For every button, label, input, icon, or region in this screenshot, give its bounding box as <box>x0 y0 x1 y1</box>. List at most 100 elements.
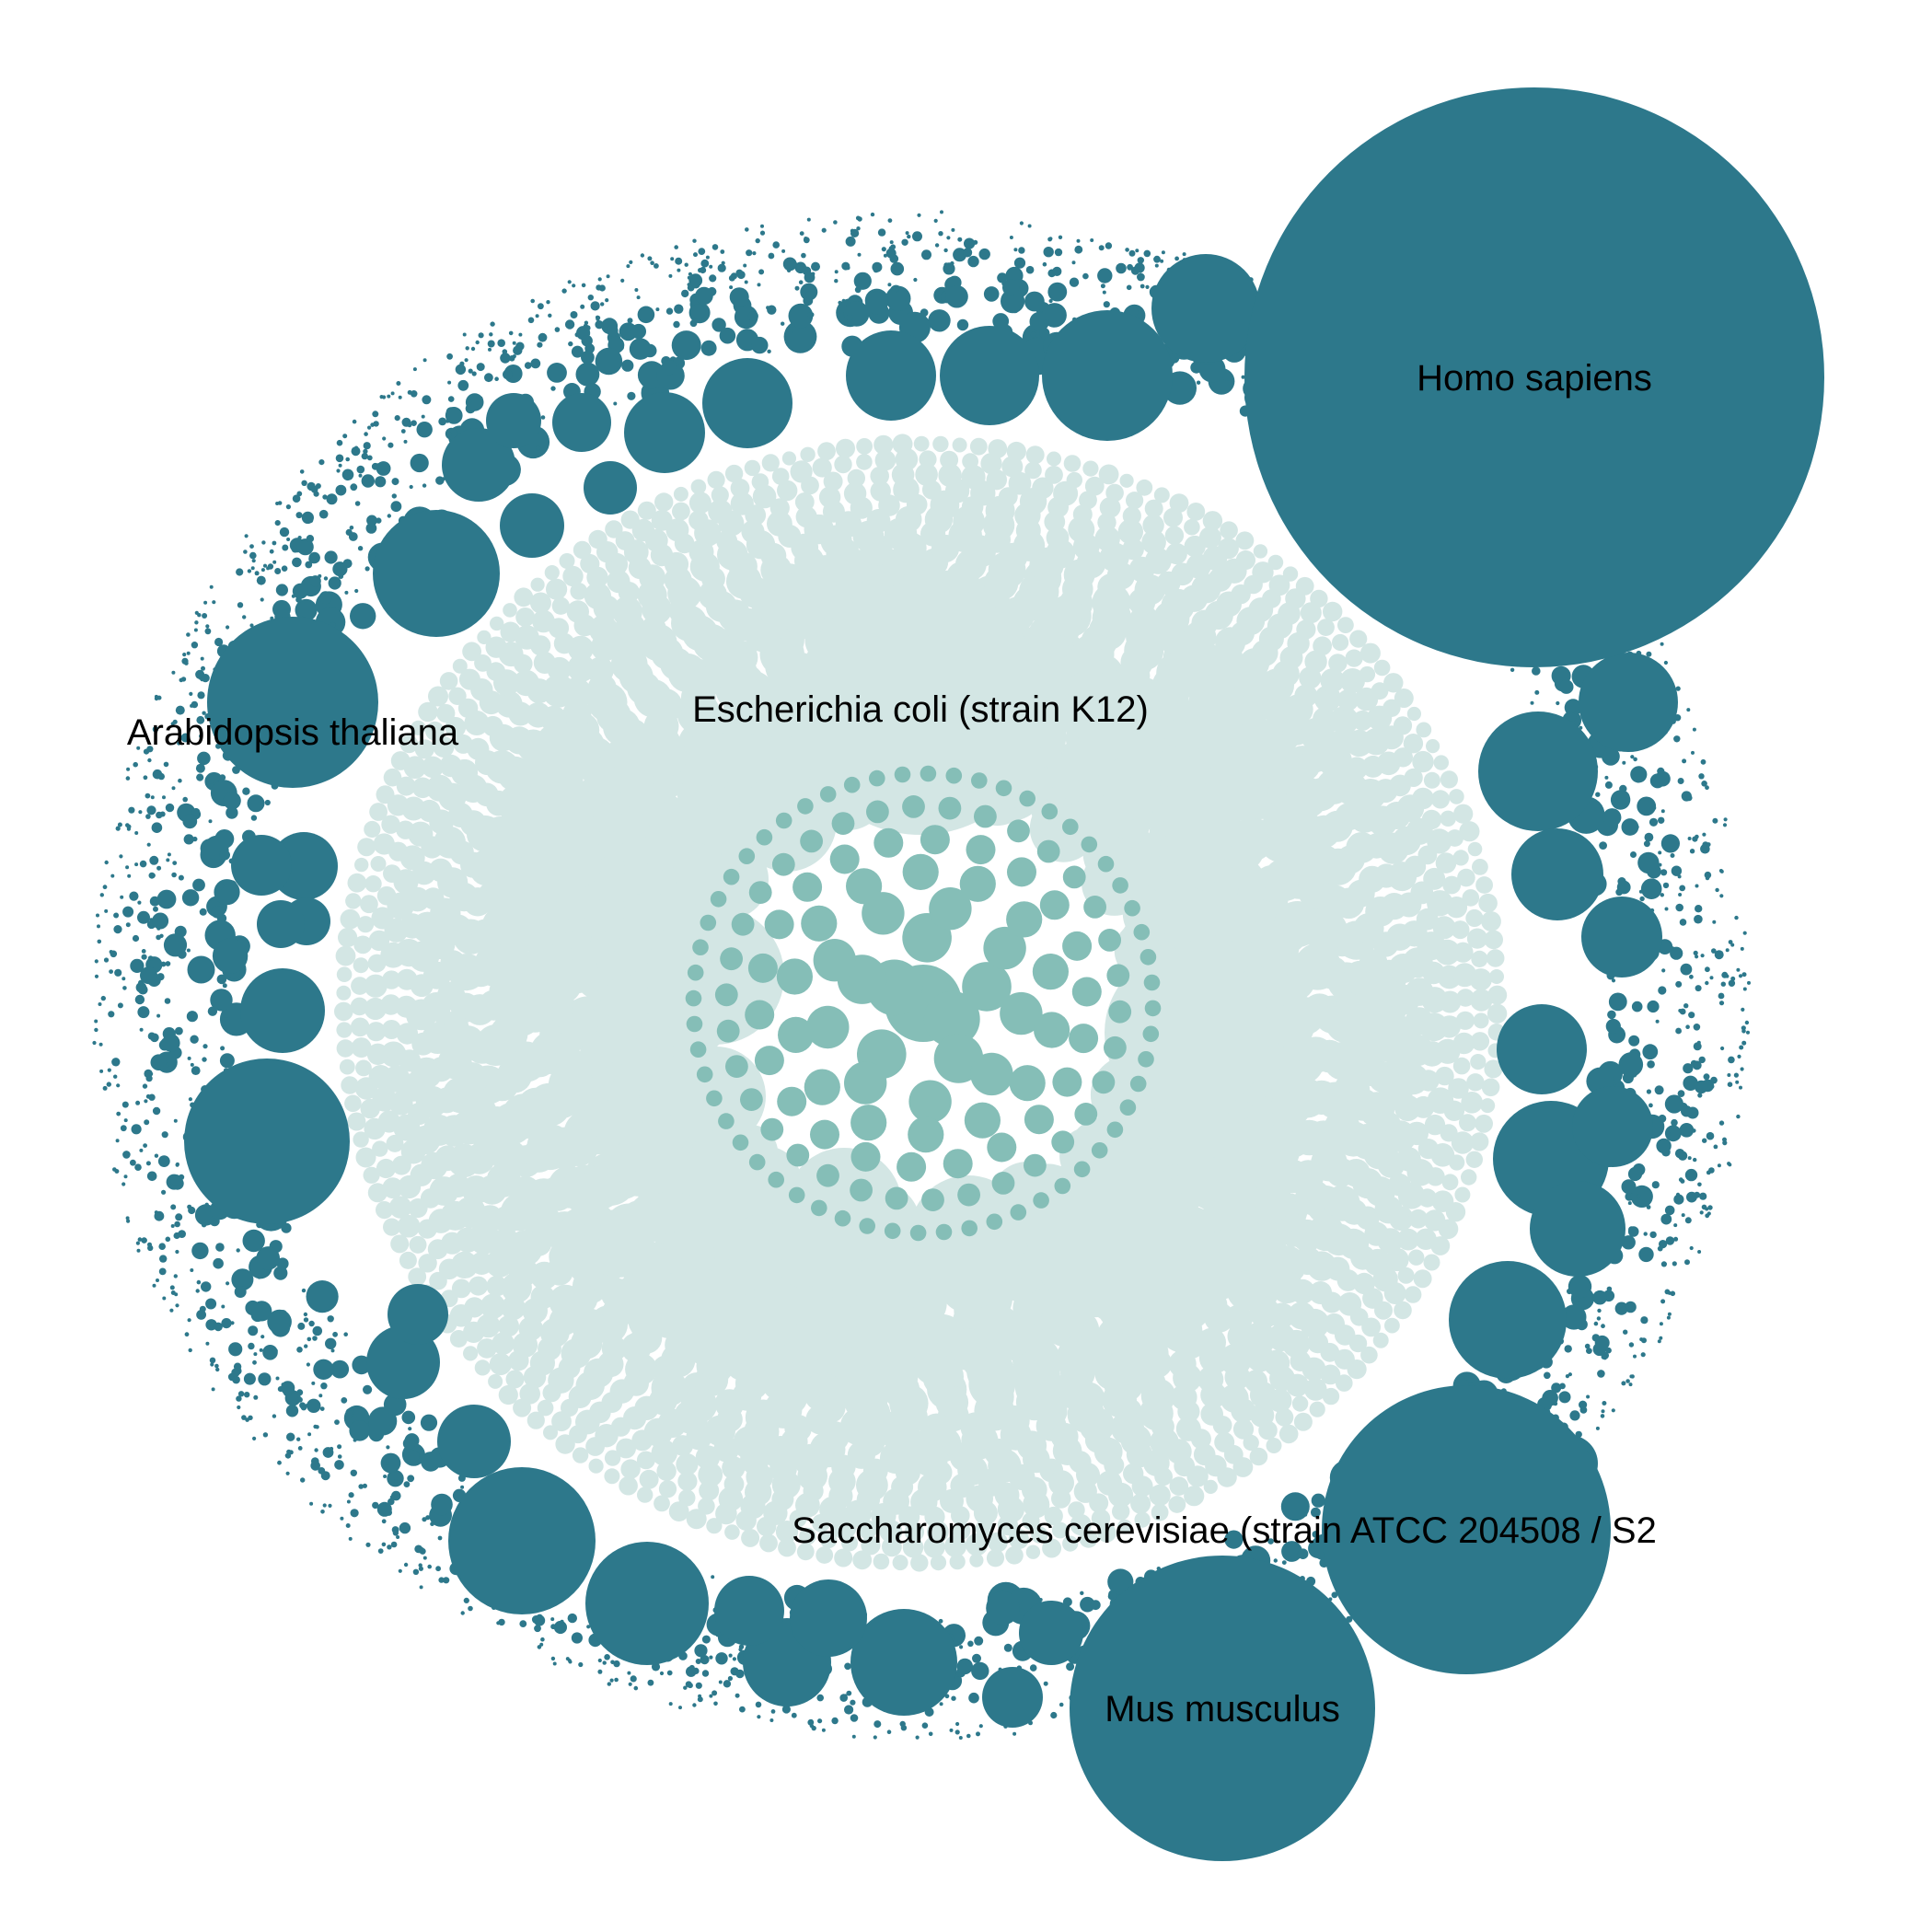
outer-ring-bubble <box>715 1631 722 1637</box>
middle-ring-bubble <box>1408 1209 1429 1229</box>
outer-ring-bubble <box>873 266 879 273</box>
outer-ring-bubble <box>1680 963 1693 976</box>
outer-ring-bubble <box>1710 1076 1718 1084</box>
outer-ring-bubble <box>964 237 976 249</box>
outer-ring-bubble <box>139 860 147 868</box>
outer-ring-bubble <box>181 889 200 907</box>
outer-ring-bubble <box>348 1492 354 1498</box>
outer-ring-bubble <box>1002 279 1020 296</box>
outer-ring-bubble <box>272 1414 277 1418</box>
outer-ring-bubble <box>396 1535 400 1539</box>
bubble-label: Homo sapiens <box>1417 358 1652 399</box>
outer-ring-bubble <box>1579 653 1678 752</box>
outer-ring-bubble <box>972 1653 981 1663</box>
outer-ring-bubble <box>202 1044 208 1049</box>
inner-core-bubble <box>974 804 997 828</box>
outer-ring-bubble <box>609 1678 614 1683</box>
outer-ring-bubble <box>1728 979 1736 988</box>
middle-ring-bubble <box>1393 716 1413 735</box>
outer-ring-bubble <box>1659 1322 1663 1326</box>
outer-ring-bubble <box>213 1257 224 1269</box>
outer-ring-bubble <box>162 795 166 800</box>
outer-ring-bubble <box>846 1690 852 1696</box>
inner-core-bubble <box>685 989 702 1007</box>
outer-ring-bubble <box>804 272 816 283</box>
outer-ring-bubble <box>1050 1711 1058 1719</box>
inner-core-bubble <box>1133 923 1151 941</box>
outer-ring-bubble <box>692 1703 697 1707</box>
middle-ring-bubble <box>1294 684 1318 708</box>
middle-ring-bubble <box>1317 619 1335 636</box>
outer-ring-bubble <box>600 302 605 307</box>
outer-ring-bubble <box>1741 1040 1747 1046</box>
middle-ring-bubble <box>505 1370 525 1389</box>
outer-ring-bubble <box>1675 903 1683 912</box>
inner-core-bubble <box>909 1224 927 1242</box>
outer-ring-bubble <box>145 1075 153 1082</box>
middle-ring-bubble <box>567 654 596 683</box>
outer-ring-bubble <box>1686 708 1691 712</box>
outer-ring-bubble <box>146 1171 157 1182</box>
outer-ring-bubble <box>135 1100 141 1105</box>
outer-ring-bubble <box>149 855 159 865</box>
outer-ring-bubble <box>363 1384 373 1394</box>
outer-ring-bubble <box>251 1301 272 1322</box>
middle-ring-bubble <box>543 1425 558 1440</box>
middle-ring-bubble <box>1329 706 1359 735</box>
outer-ring-bubble <box>1707 1205 1713 1210</box>
middle-ring-bubble <box>752 484 777 509</box>
middle-ring-bubble <box>381 815 400 834</box>
outer-ring-bubble <box>103 957 110 963</box>
outer-ring-bubble <box>1097 268 1113 283</box>
outer-ring-bubble <box>887 218 893 224</box>
outer-ring-bubble <box>313 1359 334 1381</box>
middle-ring-bubble <box>1412 787 1434 810</box>
outer-ring-bubble <box>387 1470 404 1487</box>
outer-ring-bubble <box>366 515 377 526</box>
outer-ring-bubble <box>943 262 949 268</box>
outer-ring-bubble <box>159 1255 168 1263</box>
outer-ring-bubble <box>568 341 573 347</box>
outer-ring-bubble <box>586 1625 591 1629</box>
outer-ring-bubble <box>1734 915 1739 920</box>
outer-ring-bubble <box>1684 1217 1692 1224</box>
middle-ring-bubble <box>370 856 387 872</box>
middle-ring-bubble <box>371 907 394 930</box>
outer-ring-bubble <box>1592 1290 1607 1305</box>
middle-ring-bubble <box>533 652 556 674</box>
inner-core-bubble <box>1019 790 1035 807</box>
inner-core-bubble <box>970 1052 1013 1096</box>
outer-ring-bubble <box>1683 1075 1698 1092</box>
outer-ring-bubble <box>1669 846 1676 852</box>
outer-ring-bubble <box>1702 1138 1707 1143</box>
outer-ring-bubble <box>1116 262 1127 274</box>
outer-ring-bubble <box>186 1011 198 1023</box>
outer-ring-bubble <box>391 493 397 499</box>
outer-ring-bubble <box>821 1728 826 1732</box>
outer-ring-bubble <box>170 1174 182 1186</box>
outer-ring-bubble <box>1628 1382 1633 1387</box>
outer-ring-bubble <box>770 1709 776 1714</box>
outer-ring-bubble <box>312 1336 318 1341</box>
outer-ring-bubble <box>297 1446 303 1451</box>
outer-ring-bubble <box>156 889 177 909</box>
outer-ring-bubble <box>688 273 703 288</box>
outer-ring-bubble <box>97 939 102 944</box>
middle-ring-bubble <box>1023 1491 1050 1519</box>
outer-ring-bubble <box>1679 1123 1695 1138</box>
outer-ring-bubble <box>1695 905 1703 913</box>
outer-ring-bubble <box>1090 238 1094 242</box>
middle-ring-bubble <box>562 565 584 587</box>
inner-core-bubble <box>1091 1142 1108 1159</box>
outer-ring-bubble <box>412 1568 420 1576</box>
outer-ring-bubble <box>288 1450 294 1455</box>
outer-ring-bubble <box>400 429 406 434</box>
outer-ring-bubble <box>713 1701 718 1706</box>
middle-ring-bubble <box>698 1462 723 1487</box>
outer-ring-bubble <box>130 1159 136 1166</box>
outer-ring-bubble <box>1640 1316 1649 1325</box>
outer-ring-bubble <box>817 1718 823 1724</box>
outer-ring-bubble <box>1693 1157 1697 1163</box>
outer-ring-bubble <box>1287 1556 1292 1562</box>
middle-ring-bubble <box>902 1536 924 1558</box>
